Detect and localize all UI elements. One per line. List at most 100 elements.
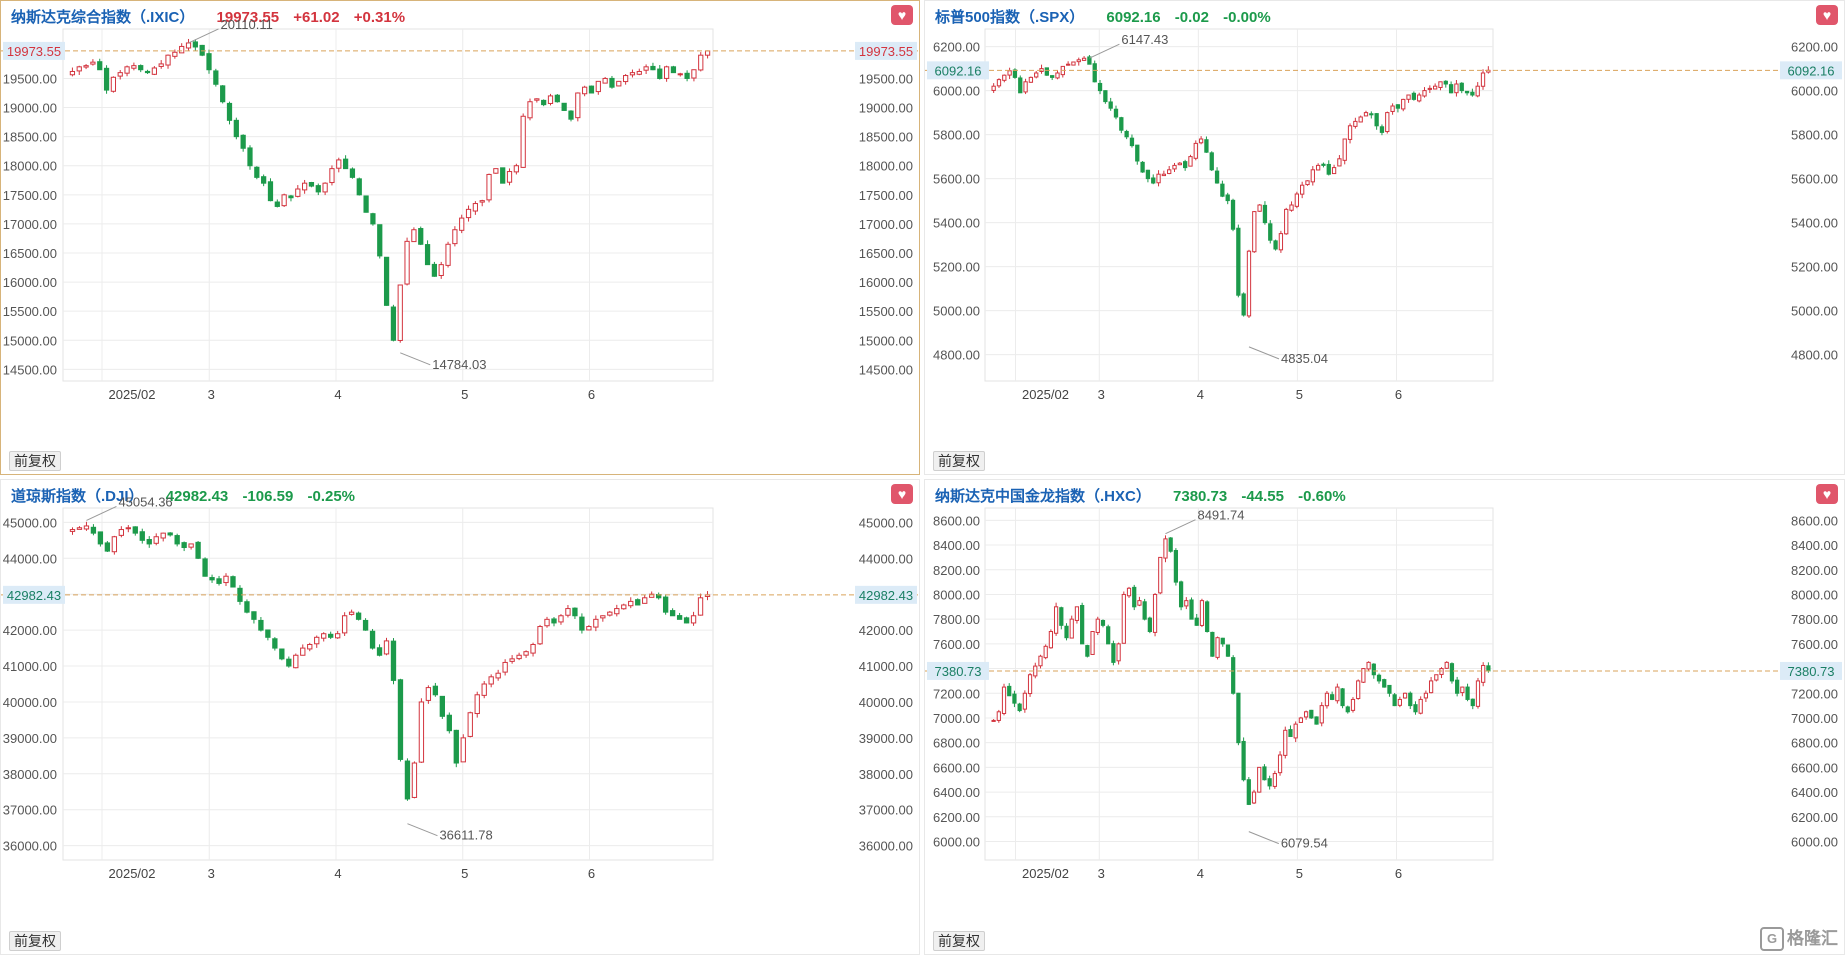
y-tick-label-right: 36000.00 [859, 839, 913, 854]
candle-body [1059, 607, 1064, 626]
candle-body [595, 80, 601, 93]
candle-body [1210, 631, 1215, 657]
candle-body [103, 67, 110, 91]
candle-body [349, 168, 356, 178]
chart-title[interactable]: 标普500指数（.SPX） [935, 9, 1085, 26]
candle-body [355, 612, 362, 620]
candle-body [1481, 664, 1486, 683]
candle-body [418, 228, 424, 245]
percent-change: +0.31% [353, 9, 406, 26]
candlestick-chart[interactable]: 19500.00 19500.00 19000.00 19000.00 18500.00… [1, 1, 919, 474]
candle-body [1172, 164, 1177, 170]
favorite-heart-icon[interactable]: ♥ [891, 5, 913, 25]
candlestick-chart[interactable]: 8600.00 8600.00 8400.00 8400.00 8200.00 8200.… [925, 480, 1844, 954]
candle-body [1324, 692, 1330, 707]
candle-body [472, 203, 478, 212]
candle-body [125, 527, 131, 530]
candle-body [1018, 77, 1023, 94]
high-annotation: 6147.43 [1121, 32, 1168, 47]
candle-body [220, 85, 226, 103]
candle-body [1043, 645, 1048, 659]
candle-body [1198, 138, 1204, 144]
candle-body [684, 72, 690, 79]
candle-body [551, 618, 557, 624]
candle-body [1119, 117, 1124, 131]
candle-body [146, 538, 152, 545]
candle-body [362, 619, 369, 631]
candle-body [397, 284, 403, 341]
candle-body [1401, 98, 1406, 110]
candle-body [1470, 698, 1475, 707]
candle-body [83, 525, 90, 530]
candle-body [104, 542, 111, 552]
candle-body [1106, 626, 1111, 645]
candle-body [179, 45, 185, 54]
candle-body [329, 168, 335, 184]
y-tick-label-right: 19500.00 [859, 71, 913, 86]
favorite-heart-icon[interactable]: ♥ [1816, 5, 1838, 25]
price-adjust-button[interactable]: 前复权 [933, 931, 985, 951]
candle-body [1337, 158, 1342, 167]
candle-body [404, 760, 411, 800]
candlestick-chart[interactable]: 45000.00 45000.00 44000.00 44000.00 42000.00… [1, 480, 919, 954]
candle-body [663, 66, 670, 79]
candle-body [1347, 125, 1353, 140]
candle-body [516, 654, 522, 660]
price-adjust-button[interactable]: 前复权 [933, 451, 985, 471]
x-tick-label: 5 [461, 866, 468, 881]
candle-body [124, 66, 130, 74]
candle-body [110, 76, 117, 92]
low-leader-line [407, 823, 438, 837]
candlestick-chart[interactable]: 6200.00 6200.00 6000.00 6000.00 5800.00 5800.… [925, 1, 1844, 474]
chart-body: 45000.00 45000.00 44000.00 44000.00 42000.00… [1, 494, 919, 881]
candle-body [1053, 606, 1059, 634]
candle-body [300, 647, 306, 656]
candle-body [1272, 773, 1277, 787]
candle-body [1315, 164, 1321, 171]
candle-body [683, 617, 690, 624]
candle-body [1413, 704, 1418, 713]
candle-body [1188, 156, 1193, 167]
y-tick-label-right: 15500.00 [859, 304, 913, 319]
candle-body [500, 167, 506, 184]
high-leader-line [188, 28, 219, 44]
candle-body [1142, 601, 1147, 620]
candle-body [629, 72, 636, 76]
chart-title[interactable]: 道琼斯指数（.DJI） [11, 488, 144, 505]
candle-body [1017, 703, 1022, 712]
y-tick-label-right: 8400.00 [1791, 538, 1838, 553]
chart-title[interactable]: 纳斯达克综合指数（.IXIC） [11, 9, 195, 26]
low-leader-line [400, 352, 431, 366]
candle-body [131, 65, 137, 69]
candle-body [1205, 601, 1210, 633]
candle-body [1100, 619, 1106, 626]
current-price-tag-left: 42982.43 [7, 588, 61, 603]
candle-body [1288, 729, 1293, 737]
y-tick-label-left: 45000.00 [3, 515, 57, 530]
candle-body [342, 158, 349, 170]
x-tick-label: 4 [1197, 866, 1204, 881]
favorite-heart-icon[interactable]: ♥ [1816, 484, 1838, 504]
price-adjust-button[interactable]: 前复权 [9, 931, 61, 951]
y-tick-label-left: 15500.00 [3, 304, 57, 319]
plot-frame [62, 28, 714, 382]
candle-body [1151, 177, 1156, 184]
price-adjust-button[interactable]: 前复权 [9, 451, 61, 471]
candle-body [1439, 668, 1444, 675]
y-tick-label-left: 7600.00 [933, 637, 980, 652]
y-tick-label-left: 6000.00 [933, 84, 980, 99]
candle-body [272, 638, 278, 649]
y-tick-label-right: 6000.00 [1791, 834, 1838, 849]
chart-title[interactable]: 纳斯达克中国金龙指数（.HXC） [935, 488, 1151, 505]
candle-body [1214, 170, 1220, 184]
candle-body [698, 54, 704, 71]
x-tick-label: 4 [334, 866, 341, 881]
favorite-heart-icon[interactable]: ♥ [891, 484, 913, 504]
candle-body [1246, 779, 1251, 805]
candle-body [424, 244, 431, 266]
candle-body [486, 173, 492, 201]
y-tick-label-right: 45000.00 [859, 515, 913, 530]
candle-body [117, 72, 123, 77]
candle-body [1294, 193, 1299, 207]
candle-body [523, 651, 529, 656]
